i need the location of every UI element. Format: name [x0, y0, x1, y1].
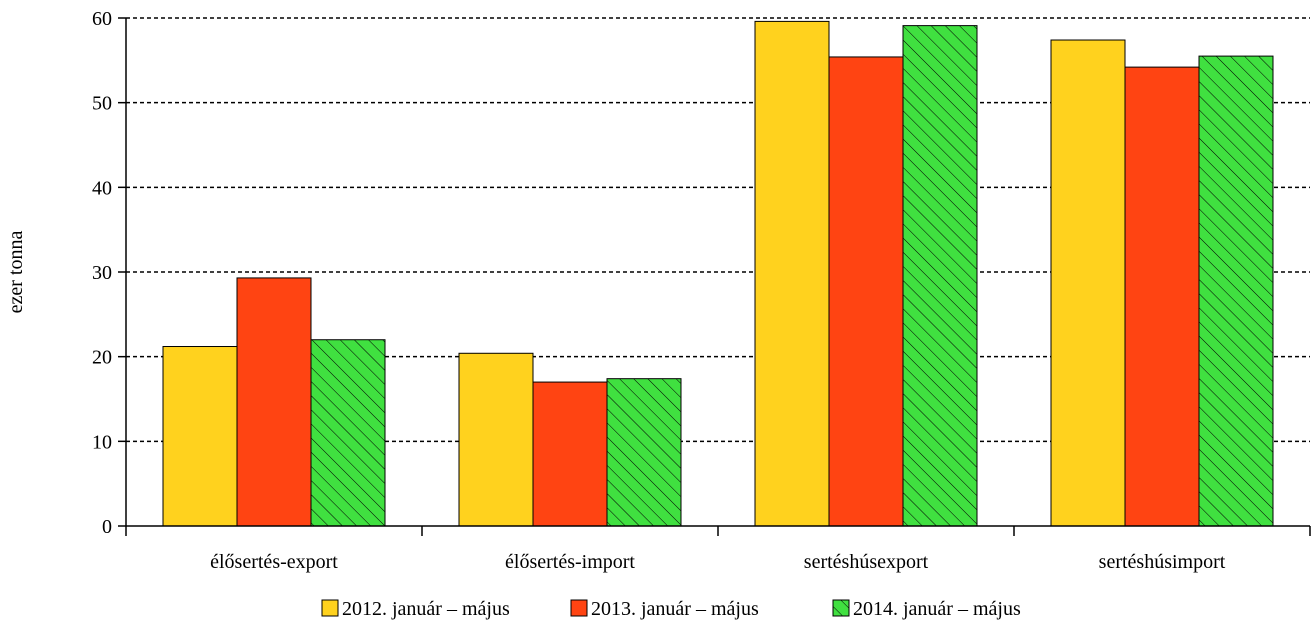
bar: [754, 20, 830, 527]
y-tick-label: 40: [92, 177, 112, 199]
y-tick-label: 20: [92, 347, 112, 369]
bar: [1124, 66, 1200, 527]
y-tick-label: 30: [92, 262, 112, 284]
bar: [606, 378, 682, 527]
tick-labels: 0 10 20 30 40 50 60 élősertés-export élősertés-i…: [92, 8, 1226, 573]
legend: 2012. január – május 2013. január – május…: [321, 598, 1021, 620]
legend-label: 2013. január – május: [591, 598, 759, 620]
x-tick-label: élősertés-import: [505, 551, 635, 573]
axes: [118, 17, 1311, 536]
legend-swatch: [832, 599, 850, 617]
bar: [828, 56, 904, 527]
bar: [1198, 55, 1274, 527]
bar: [1050, 39, 1126, 527]
x-tick-label: sertéshúsimport: [1099, 551, 1226, 573]
bar: [162, 346, 238, 527]
legend-swatch: [570, 599, 588, 617]
y-tick-label: 60: [92, 8, 112, 30]
legend-label: 2012. január – május: [342, 598, 510, 620]
bar: [902, 25, 978, 527]
y-tick-label: 0: [102, 516, 112, 538]
y-tick-label: 10: [92, 431, 112, 453]
y-axis-label: ezer tonna: [5, 231, 27, 314]
x-tick-label: sertéshúsexport: [804, 551, 929, 573]
bar: [236, 277, 312, 527]
y-tick-label: 50: [92, 93, 112, 115]
bar: [532, 381, 608, 527]
bars: [162, 20, 1274, 527]
x-tick-label: élősertés-export: [210, 551, 338, 573]
legend-swatch: [321, 599, 339, 617]
bar: [310, 339, 386, 527]
legend-label: 2014. január – május: [853, 598, 1021, 620]
bar: [458, 352, 534, 527]
